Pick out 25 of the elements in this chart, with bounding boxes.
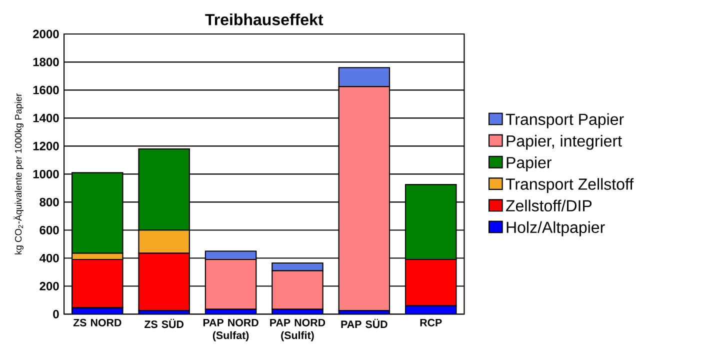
x-tick-label: ZS NORD: [73, 318, 122, 326]
x-tick-label: PAP NORD (Sulfat): [203, 318, 258, 342]
y-tick-label: 200: [40, 282, 59, 290]
x-tick-label: PAP SÜD: [341, 318, 388, 328]
legend-label: Transport Papier: [506, 113, 624, 128]
y-tick-label: 800: [40, 198, 59, 206]
legend-label: Papier, integriert: [506, 134, 622, 150]
y-tick-label: 1800: [33, 58, 59, 66]
legend-label: Zellstoff/DIP: [506, 200, 592, 212]
x-tick-label: RCP: [420, 318, 442, 326]
y-tick-label: 1000: [33, 170, 59, 178]
y-tick-label: 1400: [33, 114, 59, 122]
x-tick-label: PAP NORD (Sulfit): [270, 318, 326, 342]
y-tick-label: 600: [40, 226, 59, 234]
y-tick-label: 0: [53, 310, 59, 318]
y-tick-label: 400: [39, 254, 59, 262]
x-tick-label: ZS SÜD: [144, 318, 184, 328]
legend-label: Transport Zellstoff: [506, 178, 634, 193]
legend-label: Holz/Altpapier: [506, 221, 605, 236]
legend-label: Papier: [506, 156, 552, 172]
y-tick-label: 1600: [33, 86, 59, 94]
y-tick-label: 2000: [33, 30, 59, 38]
y-tick-label: 1200: [33, 142, 59, 150]
y-axis-title: kg CO$_{2}$-Äquivalente per 1000kg Papier: [14, 93, 24, 254]
chart-title: Treibhauseffekt: [205, 13, 324, 26]
